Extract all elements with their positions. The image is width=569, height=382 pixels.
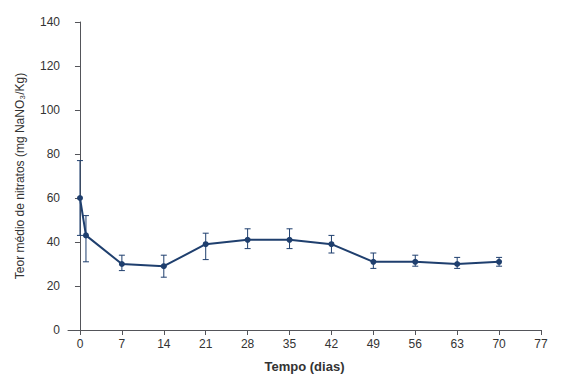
svg-text:7: 7 [119, 337, 126, 351]
svg-text:28: 28 [241, 337, 255, 351]
svg-text:Tempo (dias): Tempo (dias) [265, 359, 345, 374]
svg-text:56: 56 [409, 337, 423, 351]
svg-text:0: 0 [53, 323, 60, 337]
svg-text:80: 80 [47, 147, 61, 161]
svg-text:70: 70 [492, 337, 506, 351]
svg-text:35: 35 [283, 337, 297, 351]
svg-text:77: 77 [534, 337, 548, 351]
svg-text:120: 120 [40, 59, 60, 73]
svg-text:14: 14 [157, 337, 171, 351]
svg-text:20: 20 [47, 279, 61, 293]
svg-text:140: 140 [40, 15, 60, 29]
svg-text:42: 42 [325, 337, 339, 351]
svg-text:21: 21 [199, 337, 213, 351]
svg-text:0: 0 [77, 337, 84, 351]
svg-text:63: 63 [450, 337, 464, 351]
svg-text:40: 40 [47, 235, 61, 249]
svg-text:49: 49 [367, 337, 381, 351]
svg-text:100: 100 [40, 103, 60, 117]
svg-text:60: 60 [47, 191, 61, 205]
svg-text:Teor médio de nitratos (mg NaN: Teor médio de nitratos (mg NaNO₃/Kg) [13, 73, 27, 279]
